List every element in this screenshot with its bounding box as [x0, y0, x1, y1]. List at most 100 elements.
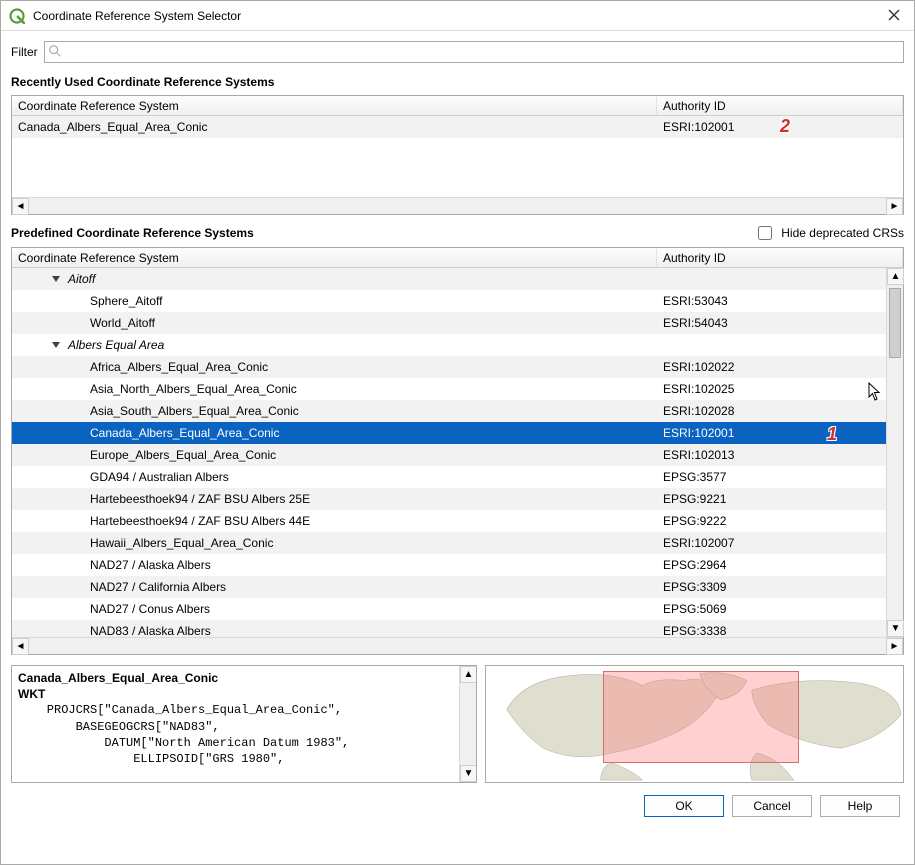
- expander-icon[interactable]: [52, 342, 60, 348]
- scroll-left-icon[interactable]: ◄: [12, 638, 29, 655]
- authority-cell: ESRI:53043: [657, 294, 886, 308]
- crs-cell: NAD27 / California Albers: [12, 580, 657, 594]
- table-row[interactable]: NAD27 / Conus AlbersEPSG:5069: [12, 598, 886, 620]
- authority-cell: EPSG:2964: [657, 558, 886, 572]
- authority-cell: ESRI:54043: [657, 316, 886, 330]
- wkt-pane: Canada_Albers_Equal_Area_ConicWKT PROJCR…: [11, 665, 477, 783]
- crs-group-row[interactable]: Aitoff: [12, 268, 886, 290]
- hide-deprecated-label: Hide deprecated CRSs: [781, 226, 904, 240]
- recent-section-title: Recently Used Coordinate Reference Syste…: [11, 73, 904, 91]
- predef-th-auth[interactable]: Authority ID: [657, 249, 903, 267]
- table-row[interactable]: NAD27 / Alaska AlbersEPSG:2964: [12, 554, 886, 576]
- crs-cell: Africa_Albers_Equal_Area_Conic: [12, 360, 657, 374]
- table-row[interactable]: Hartebeesthoek94 / ZAF BSU Albers 44EEPS…: [12, 510, 886, 532]
- table-row[interactable]: Canada_Albers_Equal_Area_ConicESRI:10200…: [12, 422, 886, 444]
- predef-table-header: Coordinate Reference System Authority ID: [12, 248, 903, 268]
- crs-cell: Hartebeesthoek94 / ZAF BSU Albers 44E: [12, 514, 657, 528]
- recent-hscroll[interactable]: ◄ ►: [12, 197, 903, 214]
- help-button[interactable]: Help: [820, 795, 900, 817]
- scroll-down-icon[interactable]: ▼: [460, 765, 477, 782]
- authority-cell: EPSG:3577: [657, 470, 886, 484]
- authority-cell: EPSG:3338: [657, 624, 886, 637]
- scroll-thumb[interactable]: [889, 288, 901, 358]
- filter-row: Filter: [11, 39, 904, 69]
- crs-cell: Europe_Albers_Equal_Area_Conic: [12, 448, 657, 462]
- wkt-content: Canada_Albers_Equal_Area_ConicWKT PROJCR…: [12, 666, 476, 771]
- cancel-button[interactable]: Cancel: [732, 795, 812, 817]
- crs-cell: Asia_South_Albers_Equal_Area_Conic: [12, 404, 657, 418]
- scroll-up-icon[interactable]: ▲: [460, 666, 477, 683]
- table-row[interactable]: Hartebeesthoek94 / ZAF BSU Albers 25EEPS…: [12, 488, 886, 510]
- predef-section-title: Predefined Coordinate Reference Systems: [11, 224, 254, 242]
- window-title: Coordinate Reference System Selector: [33, 9, 882, 23]
- predef-pane: Coordinate Reference System Authority ID…: [11, 247, 904, 655]
- authority-cell: EPSG:9221: [657, 492, 886, 506]
- authority-cell: ESRI:102025: [657, 382, 886, 396]
- crs-group-row[interactable]: Albers Equal Area: [12, 334, 886, 356]
- crs-cell: Hartebeesthoek94 / ZAF BSU Albers 25E: [12, 492, 657, 506]
- recent-th-crs[interactable]: Coordinate Reference System: [12, 97, 657, 115]
- authority-cell: ESRI:102001: [657, 120, 903, 134]
- table-row[interactable]: NAD27 / California AlbersEPSG:3309: [12, 576, 886, 598]
- crs-cell: NAD27 / Alaska Albers: [12, 558, 657, 572]
- search-icon: [48, 44, 62, 58]
- ok-button[interactable]: OK: [644, 795, 724, 817]
- predef-vscroll[interactable]: ▲ ▼: [886, 268, 903, 637]
- table-row[interactable]: Hawaii_Albers_Equal_Area_ConicESRI:10200…: [12, 532, 886, 554]
- table-row[interactable]: Europe_Albers_Equal_Area_ConicESRI:10201…: [12, 444, 886, 466]
- authority-cell: EPSG:3309: [657, 580, 886, 594]
- map-preview: [485, 665, 904, 783]
- scroll-up-icon[interactable]: ▲: [887, 268, 904, 285]
- table-row[interactable]: Sphere_AitoffESRI:53043: [12, 290, 886, 312]
- dialog-buttons: OK Cancel Help: [11, 787, 904, 821]
- lower-split: Canada_Albers_Equal_Area_ConicWKT PROJCR…: [11, 665, 904, 783]
- wkt-crs-name: Canada_Albers_Equal_Area_Conic: [18, 670, 470, 686]
- authority-cell: ESRI:102001: [657, 426, 886, 440]
- filter-input[interactable]: [44, 41, 904, 63]
- authority-cell: ESRI:102013: [657, 448, 886, 462]
- authority-cell: ESRI:102028: [657, 404, 886, 418]
- table-row[interactable]: Asia_North_Albers_Equal_Area_ConicESRI:1…: [12, 378, 886, 400]
- hide-deprecated[interactable]: Hide deprecated CRSs: [754, 223, 904, 243]
- authority-cell: ESRI:102022: [657, 360, 886, 374]
- table-row[interactable]: Canada_Albers_Equal_Area_ConicESRI:10200…: [12, 116, 903, 138]
- filter-label: Filter: [11, 45, 38, 59]
- authority-cell: ESRI:102007: [657, 536, 886, 550]
- expander-icon[interactable]: [52, 276, 60, 282]
- wkt-lines: PROJCRS["Canada_Albers_Equal_Area_Conic"…: [18, 702, 470, 767]
- table-row[interactable]: Africa_Albers_Equal_Area_ConicESRI:10202…: [12, 356, 886, 378]
- crs-extent-rect: [603, 671, 799, 764]
- recent-th-auth[interactable]: Authority ID: [657, 97, 903, 115]
- table-row[interactable]: GDA94 / Australian AlbersEPSG:3577: [12, 466, 886, 488]
- table-row[interactable]: NAD83 / Alaska AlbersEPSG:3338: [12, 620, 886, 637]
- crs-cell: Sphere_Aitoff: [12, 294, 657, 308]
- crs-cell: Canada_Albers_Equal_Area_Conic: [12, 120, 657, 134]
- crs-cell: Hawaii_Albers_Equal_Area_Conic: [12, 536, 657, 550]
- predef-th-crs[interactable]: Coordinate Reference System: [12, 249, 657, 267]
- predef-header-row: Predefined Coordinate Reference Systems …: [11, 219, 904, 243]
- crs-cell: NAD27 / Conus Albers: [12, 602, 657, 616]
- predef-hscroll[interactable]: ◄ ►: [12, 637, 903, 654]
- recent-rows: 2 Canada_Albers_Equal_Area_ConicESRI:102…: [12, 116, 903, 197]
- crs-cell: Asia_North_Albers_Equal_Area_Conic: [12, 382, 657, 396]
- recent-table-header: Coordinate Reference System Authority ID: [12, 96, 903, 116]
- qgis-icon: [9, 8, 25, 24]
- crs-cell: GDA94 / Australian Albers: [12, 470, 657, 484]
- crs-selector-window: Coordinate Reference System Selector Fil…: [0, 0, 915, 865]
- scroll-right-icon[interactable]: ►: [886, 638, 903, 655]
- hide-deprecated-checkbox[interactable]: [758, 226, 772, 240]
- filter-input-wrap: [44, 41, 904, 63]
- scroll-down-icon[interactable]: ▼: [887, 620, 904, 637]
- table-row[interactable]: Asia_South_Albers_Equal_Area_ConicESRI:1…: [12, 400, 886, 422]
- close-icon: [888, 9, 900, 21]
- close-button[interactable]: [882, 8, 906, 24]
- crs-cell: Aitoff: [12, 272, 657, 286]
- wkt-vscroll[interactable]: ▲ ▼: [459, 666, 476, 782]
- scroll-right-icon[interactable]: ►: [886, 198, 903, 215]
- wkt-label: WKT: [18, 686, 470, 702]
- table-row[interactable]: World_AitoffESRI:54043: [12, 312, 886, 334]
- dialog-body: Filter Recently Used Coordinate Referenc…: [1, 31, 914, 864]
- titlebar: Coordinate Reference System Selector: [1, 1, 914, 31]
- scroll-left-icon[interactable]: ◄: [12, 198, 29, 215]
- crs-cell: NAD83 / Alaska Albers: [12, 624, 657, 637]
